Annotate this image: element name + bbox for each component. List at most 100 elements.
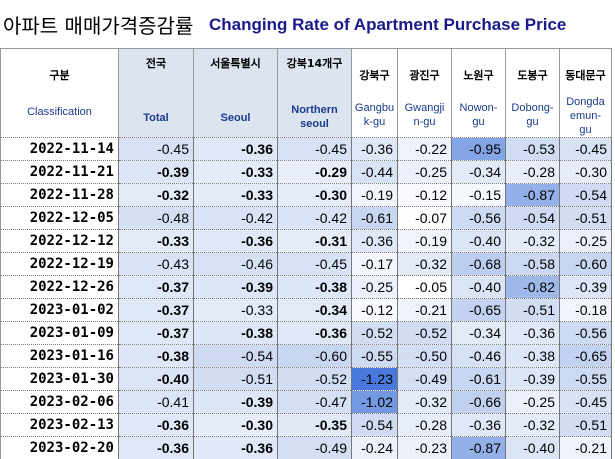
table-row: 2022-11-21-0.39-0.33-0.29-0.44-0.25-0.34… — [1, 161, 612, 184]
header-en-7b: gu — [506, 115, 559, 129]
row-date: 2023-01-16 — [1, 345, 119, 368]
header-en-5a: Gwangji — [398, 101, 451, 115]
table-row: 2023-01-30-0.40-0.51-0.52-1.23-0.49-0.61… — [1, 368, 612, 391]
value-cell: -0.45 — [560, 138, 612, 161]
value-cell: -0.43 — [119, 253, 194, 276]
header-ko-7: 도봉구 — [506, 67, 559, 83]
value-cell: -0.36 — [194, 138, 278, 161]
value-cell: -0.36 — [352, 230, 398, 253]
value-cell: -0.33 — [194, 161, 278, 184]
value-cell: -0.25 — [352, 276, 398, 299]
value-cell: -0.60 — [278, 345, 352, 368]
value-cell: -0.19 — [398, 230, 452, 253]
value-cell: -0.19 — [352, 184, 398, 207]
header-en-2: Seoul — [194, 111, 277, 125]
value-cell: -0.56 — [560, 322, 612, 345]
value-cell: -0.65 — [560, 345, 612, 368]
value-cell: -0.66 — [452, 391, 506, 414]
row-date: 2023-02-20 — [1, 437, 119, 459]
value-cell: -0.44 — [352, 161, 398, 184]
header-dongdaemun: 동대문구 Dongda emun- gu — [560, 49, 612, 138]
value-cell: -0.54 — [194, 345, 278, 368]
value-cell: -0.05 — [398, 276, 452, 299]
table-row: 2022-12-19-0.43-0.46-0.45-0.17-0.32-0.68… — [1, 253, 612, 276]
value-cell: -0.21 — [398, 299, 452, 322]
header-en-8c: gu — [560, 123, 611, 137]
row-date: 2022-12-12 — [1, 230, 119, 253]
value-cell: -0.52 — [352, 322, 398, 345]
value-cell: -0.45 — [278, 138, 352, 161]
header-ko-8: 동대문구 — [560, 67, 611, 83]
value-cell: -0.33 — [119, 230, 194, 253]
header-ko-4: 강북구 — [352, 67, 397, 83]
title-bar: 아파트 매매가격증감률 Changing Rate of Apartment P… — [0, 0, 615, 48]
value-cell: -0.21 — [560, 437, 612, 459]
value-cell: -0.51 — [560, 207, 612, 230]
header-en-4a: Gangbu — [352, 101, 397, 115]
value-cell: -0.39 — [560, 276, 612, 299]
table-row: 2022-12-12-0.33-0.36-0.31-0.36-0.19-0.40… — [1, 230, 612, 253]
row-date: 2023-02-13 — [1, 414, 119, 437]
value-cell: -0.68 — [452, 253, 506, 276]
value-cell: -0.54 — [352, 414, 398, 437]
value-cell: -0.15 — [452, 184, 506, 207]
header-ko-2: 서울특별시 — [194, 55, 277, 71]
value-cell: -0.33 — [194, 299, 278, 322]
title-english: Changing Rate of Apartment Purchase Pric… — [209, 15, 566, 35]
value-cell: -0.40 — [452, 230, 506, 253]
header-en-3b: seoul — [278, 117, 351, 131]
header-en-4b: k-gu — [352, 115, 397, 129]
header-nowon: 노원구 Nowon- gu — [452, 49, 506, 138]
value-cell: -0.55 — [352, 345, 398, 368]
value-cell: -0.36 — [452, 414, 506, 437]
value-cell: -0.60 — [560, 253, 612, 276]
value-cell: -0.30 — [560, 161, 612, 184]
header-ko-5: 광진구 — [398, 67, 451, 83]
value-cell: -0.49 — [278, 437, 352, 459]
value-cell: -0.40 — [506, 437, 560, 459]
value-cell: -0.45 — [119, 138, 194, 161]
value-cell: -0.32 — [119, 184, 194, 207]
row-date: 2023-01-02 — [1, 299, 119, 322]
value-cell: -0.34 — [278, 299, 352, 322]
value-cell: -0.25 — [560, 230, 612, 253]
row-date: 2023-02-06 — [1, 391, 119, 414]
value-cell: -0.45 — [560, 391, 612, 414]
value-cell: -0.42 — [194, 207, 278, 230]
value-cell: -0.36 — [194, 230, 278, 253]
header-en-6a: Nowon- — [452, 101, 505, 115]
value-cell: -0.31 — [278, 230, 352, 253]
row-date: 2023-01-30 — [1, 368, 119, 391]
value-cell: -0.29 — [278, 161, 352, 184]
table-row: 2023-02-06-0.41-0.39-0.47-1.02-0.32-0.66… — [1, 391, 612, 414]
value-cell: -0.39 — [119, 161, 194, 184]
row-date: 2022-11-14 — [1, 138, 119, 161]
value-cell: -0.55 — [560, 368, 612, 391]
value-cell: -0.12 — [398, 184, 452, 207]
value-cell: -0.45 — [278, 253, 352, 276]
value-cell: -0.38 — [194, 322, 278, 345]
value-cell: -0.87 — [452, 437, 506, 459]
header-ko-6: 노원구 — [452, 67, 505, 83]
value-cell: -0.50 — [398, 345, 452, 368]
table-row: 2022-11-14-0.45-0.36-0.45-0.36-0.22-0.95… — [1, 138, 612, 161]
value-cell: -0.46 — [194, 253, 278, 276]
value-cell: -0.56 — [452, 207, 506, 230]
row-date: 2022-11-28 — [1, 184, 119, 207]
value-cell: -0.36 — [278, 322, 352, 345]
value-cell: -0.46 — [452, 345, 506, 368]
header-seoul: 서울특별시 Seoul — [194, 49, 278, 138]
value-cell: -0.30 — [278, 184, 352, 207]
value-cell: -1.02 — [352, 391, 398, 414]
header-ko-0: 구분 — [1, 67, 118, 83]
value-cell: -0.32 — [398, 391, 452, 414]
value-cell: -0.51 — [560, 414, 612, 437]
value-cell: -0.87 — [506, 184, 560, 207]
value-cell: -0.51 — [194, 368, 278, 391]
value-cell: -0.40 — [452, 276, 506, 299]
value-cell: -0.49 — [398, 368, 452, 391]
value-cell: -0.34 — [452, 322, 506, 345]
header-northern-seoul: 강북14개구 Northern seoul — [278, 49, 352, 138]
header-classification: 구분 Classification — [1, 49, 119, 138]
value-cell: -0.58 — [506, 253, 560, 276]
